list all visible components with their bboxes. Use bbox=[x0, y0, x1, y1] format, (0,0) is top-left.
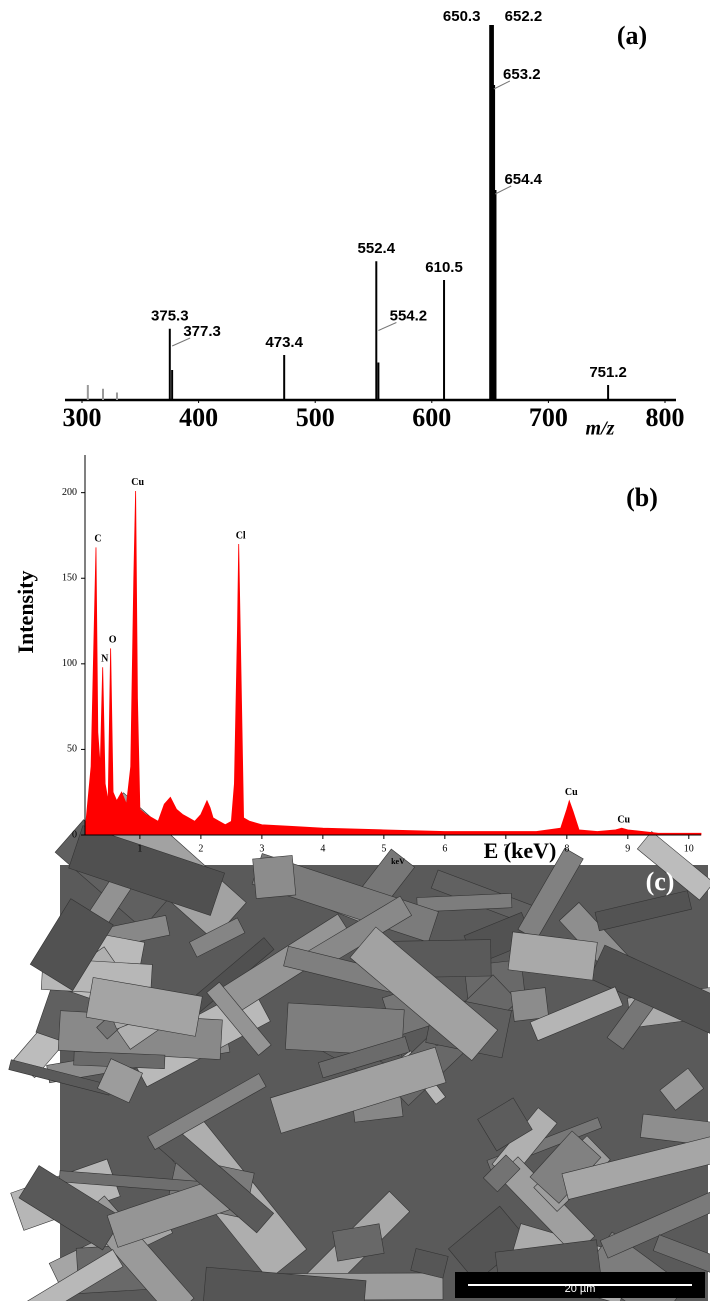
x-unit-label: keV bbox=[391, 857, 405, 866]
y-tick-label: 0 bbox=[72, 829, 77, 840]
crystal bbox=[410, 1248, 449, 1279]
x-tick-label: 700 bbox=[529, 403, 568, 432]
crystal bbox=[636, 831, 710, 901]
crystal bbox=[594, 890, 693, 932]
peak-label: 554.2 bbox=[390, 307, 428, 324]
peak-label: 652.2 bbox=[505, 8, 543, 25]
peak-label: 653.2 bbox=[503, 66, 541, 83]
crystal bbox=[68, 825, 225, 916]
crystal bbox=[507, 931, 598, 981]
element-label: C bbox=[94, 534, 101, 545]
crystal bbox=[477, 1097, 533, 1152]
element-label: O bbox=[109, 635, 117, 646]
peak-label: 654.4 bbox=[504, 171, 542, 188]
panel-label: (a) bbox=[617, 21, 647, 50]
crystal bbox=[589, 944, 710, 1050]
y-tick-label: 200 bbox=[62, 487, 77, 498]
x-tick-label: 8 bbox=[564, 843, 569, 854]
crystal bbox=[285, 1002, 405, 1057]
x-tick-label: 5 bbox=[381, 843, 386, 854]
peak-label: 650.3 bbox=[443, 8, 481, 25]
element-label: Cl bbox=[236, 530, 246, 541]
x-tick-label: 3 bbox=[259, 843, 264, 854]
x-tick-label: 4 bbox=[320, 843, 325, 854]
element-label: Cu bbox=[565, 787, 578, 798]
crystal bbox=[659, 1067, 705, 1111]
spectrum bbox=[84, 490, 702, 836]
crystal bbox=[318, 1036, 411, 1079]
element-label: N bbox=[101, 654, 109, 665]
x-tick-label: 10 bbox=[684, 843, 694, 854]
sem-texture bbox=[1, 792, 710, 1301]
peak-label: 473.4 bbox=[265, 334, 303, 351]
element-label: Cu bbox=[617, 814, 630, 825]
crystal bbox=[269, 1046, 447, 1134]
x-tick-label: 7 bbox=[503, 843, 508, 854]
crystal bbox=[482, 1154, 521, 1193]
element-label: Cu bbox=[131, 477, 144, 488]
peak-label: 375.3 bbox=[151, 308, 189, 325]
crystal bbox=[203, 1266, 367, 1301]
x-tick-label: 500 bbox=[296, 403, 335, 432]
x-tick-label: 2 bbox=[198, 843, 203, 854]
y-axis-label: Intensity bbox=[13, 570, 38, 653]
peak-label: 377.3 bbox=[183, 323, 221, 340]
x-tick-label: 9 bbox=[625, 843, 630, 854]
crystal bbox=[1, 1249, 124, 1301]
x-tick-label: 6 bbox=[442, 843, 447, 854]
crystal bbox=[529, 986, 624, 1042]
crystal bbox=[561, 1132, 710, 1200]
y-tick-label: 50 bbox=[67, 744, 77, 755]
x-tick-label: 1 bbox=[137, 843, 142, 854]
panel-label: (c) bbox=[646, 867, 675, 896]
peak-label: 610.5 bbox=[425, 259, 463, 276]
crystal bbox=[652, 1234, 710, 1275]
leader bbox=[378, 322, 397, 331]
peak-label: 552.4 bbox=[358, 240, 396, 257]
y-tick-label: 150 bbox=[62, 573, 77, 584]
scale-bar-label: 20 µm bbox=[565, 1283, 596, 1295]
crystal bbox=[97, 1058, 143, 1104]
crystal bbox=[29, 898, 114, 991]
x-tick-label: 600 bbox=[412, 403, 451, 432]
crystal bbox=[85, 977, 203, 1037]
x-tick-label: 300 bbox=[63, 403, 102, 432]
leader bbox=[171, 337, 191, 347]
crystal bbox=[332, 1223, 385, 1262]
panel-label: (b) bbox=[626, 483, 658, 512]
leader bbox=[495, 185, 512, 195]
y-tick-label: 100 bbox=[62, 658, 77, 669]
crystal bbox=[206, 981, 272, 1056]
leader bbox=[493, 80, 511, 90]
crystal bbox=[510, 987, 550, 1022]
crystal bbox=[349, 926, 499, 1062]
x-tick-label: 400 bbox=[179, 403, 218, 432]
x-axis-label: m/z bbox=[586, 418, 615, 440]
crystal bbox=[252, 855, 297, 899]
crystal bbox=[189, 917, 246, 958]
crystal bbox=[599, 1167, 710, 1259]
x-axis-label: E (keV) bbox=[484, 838, 557, 863]
crystal bbox=[18, 1165, 124, 1251]
peak-label: 751.2 bbox=[589, 364, 627, 381]
x-tick-label: 800 bbox=[646, 403, 685, 432]
crystal bbox=[147, 1073, 267, 1150]
